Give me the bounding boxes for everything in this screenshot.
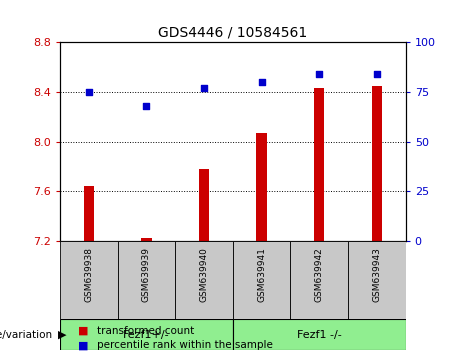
Bar xyxy=(83,186,94,241)
Bar xyxy=(141,238,152,241)
Text: percentile rank within the sample: percentile rank within the sample xyxy=(97,340,273,350)
Bar xyxy=(175,241,233,319)
Text: GSM639942: GSM639942 xyxy=(315,247,324,302)
Point xyxy=(258,79,266,85)
Point xyxy=(85,89,92,95)
Point xyxy=(200,85,207,91)
Title: GDS4446 / 10584561: GDS4446 / 10584561 xyxy=(158,26,307,40)
Point xyxy=(373,72,381,77)
Bar xyxy=(60,241,118,319)
Text: GSM639943: GSM639943 xyxy=(372,247,381,302)
Text: GSM639940: GSM639940 xyxy=(200,247,208,302)
Text: GSM639939: GSM639939 xyxy=(142,247,151,302)
Text: ■: ■ xyxy=(78,340,89,350)
Bar xyxy=(314,88,325,241)
Text: GSM639941: GSM639941 xyxy=(257,247,266,302)
Bar xyxy=(233,241,290,319)
Bar xyxy=(118,241,175,319)
Bar xyxy=(372,86,382,241)
Bar xyxy=(348,241,406,319)
Bar xyxy=(199,169,209,241)
Bar xyxy=(290,241,348,319)
Point xyxy=(315,72,323,77)
Text: ▶: ▶ xyxy=(58,330,66,339)
Text: GSM639938: GSM639938 xyxy=(84,247,93,302)
Text: transformed count: transformed count xyxy=(97,326,194,336)
Text: ■: ■ xyxy=(78,326,89,336)
Bar xyxy=(256,133,267,241)
Bar xyxy=(233,319,406,350)
Point xyxy=(142,103,150,109)
Text: Fezf1 -/-: Fezf1 -/- xyxy=(297,330,342,339)
Text: genotype/variation: genotype/variation xyxy=(0,330,55,339)
Text: Fezf1+/-: Fezf1+/- xyxy=(123,330,170,339)
Bar xyxy=(60,319,233,350)
